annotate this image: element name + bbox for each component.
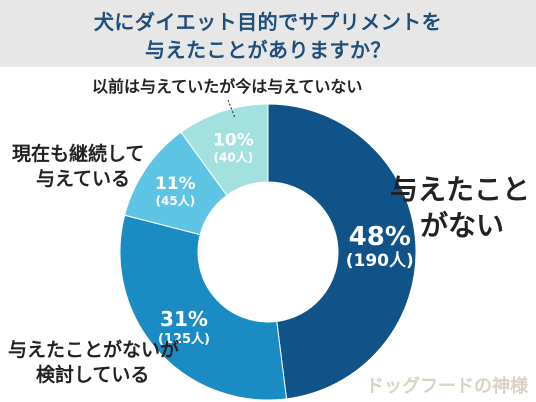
count-label-past: (40人)	[214, 149, 254, 164]
percent-label-past: 10%	[213, 130, 254, 150]
title-banner: 犬にダイエット目的でサプリメントを 与えたことがありますか？	[0, 0, 536, 67]
label-considering-line-1: 与えたことがないが	[8, 339, 180, 361]
percent-label-never-given: 48%	[349, 222, 411, 252]
chart-title-line-1: 犬にダイエット目的でサプリメントを	[93, 10, 443, 34]
chart-title-line-2: 与えたことがありますか？	[145, 38, 391, 62]
label-current-line-1: 現在も継続して	[12, 143, 145, 165]
label-never-given-line-1: 与えたこと	[390, 173, 531, 206]
label-never-given-line-2: がない	[420, 209, 505, 243]
label-never-given: 与えたこと がない	[390, 172, 530, 245]
label-considering: 与えたことがないが 検討している	[8, 338, 179, 387]
label-past: 以前は与えていたが今は与えていない	[92, 77, 363, 96]
watermark-logo: ドッグフードの神様	[366, 376, 528, 397]
label-considering-line-2: 検討している	[36, 363, 150, 386]
percent-label-current: 11%	[155, 174, 196, 194]
count-label-never-given: (190人)	[346, 251, 414, 271]
count-label-considering: (125人)	[158, 331, 210, 347]
slice-considering	[119, 214, 288, 401]
slice-past	[180, 103, 269, 197]
label-current-line-2: 与えている	[36, 167, 131, 190]
leader-line-past	[227, 99, 236, 119]
label-current: 現在も継続して 与えている	[12, 142, 144, 191]
percent-label-considering: 31%	[160, 307, 208, 331]
count-label-current: (45人)	[156, 193, 196, 208]
slice-never-given	[267, 103, 417, 400]
